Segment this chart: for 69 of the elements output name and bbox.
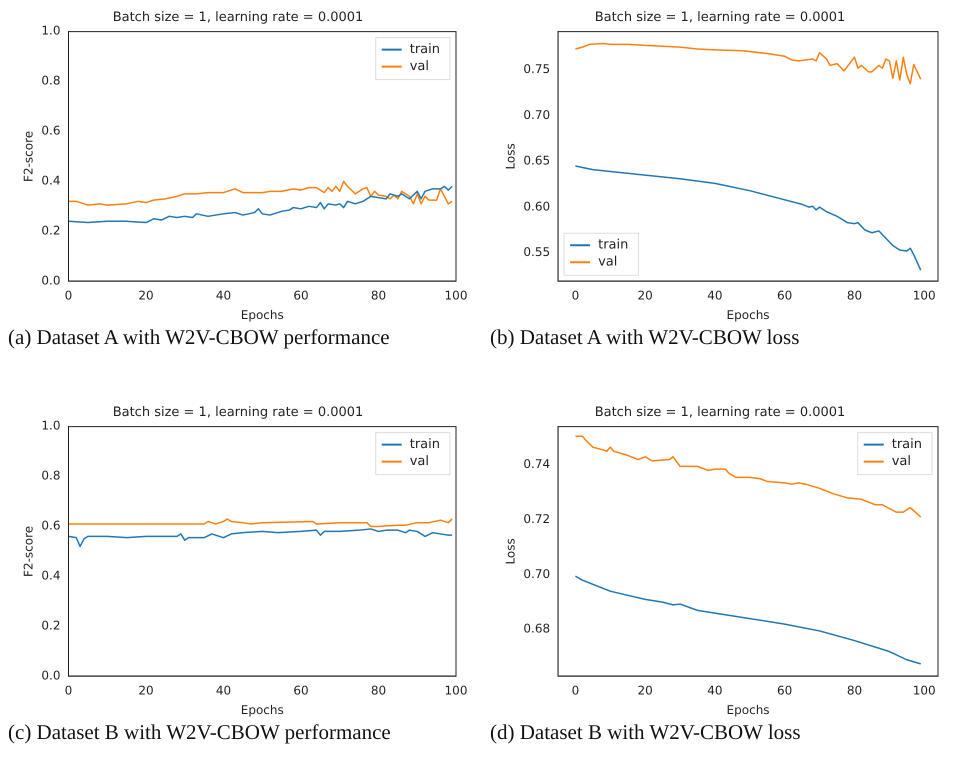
- y-tick-label: 0.4: [41, 568, 60, 582]
- legend-label: val: [598, 254, 618, 270]
- legend-label: val: [892, 454, 912, 469]
- y-tick-label: 0.70: [523, 566, 550, 581]
- y-axis-title: Loss: [503, 538, 518, 565]
- x-tick-label: 0: [572, 288, 580, 303]
- x-tick-label: 40: [216, 684, 232, 698]
- y-tick-label: 0.0: [41, 668, 60, 682]
- text: (a) Dataset A with W2V-CBOW performance: [7, 325, 391, 350]
- x-tick-label: 80: [846, 684, 862, 698]
- chart-title: Batch size = 1, learning rate = 0.0001: [112, 10, 364, 26]
- y-tick-label: 0.72: [523, 512, 550, 526]
- y-tick-label: 0.68: [523, 622, 550, 636]
- y-tick-label: 1.0: [41, 418, 60, 433]
- y-tick-label: 0.2: [41, 223, 60, 238]
- x-tick-label: 20: [638, 288, 653, 303]
- x-tick-label: 0: [64, 684, 72, 698]
- y-tick-label: 0.70: [523, 108, 550, 122]
- x-tick-label: 40: [216, 288, 232, 303]
- x-tick-label: 100: [912, 288, 936, 303]
- x-axis-title: Epochs: [726, 308, 770, 322]
- x-tick-label: 60: [777, 288, 792, 303]
- y-tick-label: 1.0: [41, 24, 60, 38]
- y-axis-title: F2-score: [21, 130, 36, 182]
- legend-label: val: [410, 454, 430, 469]
- y-axis-title: Loss: [503, 143, 518, 170]
- x-tick-label: 20: [638, 684, 653, 698]
- y-tick-label: 0.0: [41, 273, 60, 288]
- y-tick-label: 0.60: [523, 199, 550, 214]
- text: (b) Dataset A with W2V-CBOW loss: [489, 325, 800, 350]
- y-tick-label: 0.65: [523, 154, 550, 168]
- y-tick-label: 0.55: [523, 244, 550, 259]
- legend-label: train: [410, 42, 440, 57]
- x-axis-title: Epochs: [240, 702, 284, 717]
- text: (c) Dataset B with W2V-CBOW performance: [7, 720, 392, 745]
- chart-title: Batch size = 1, learning rate = 0.0001: [594, 10, 846, 26]
- y-tick-label: 0.8: [41, 468, 60, 483]
- y-tick-label: 0.4: [41, 173, 60, 188]
- legend-label: train: [892, 436, 922, 452]
- x-tick-label: 60: [777, 684, 792, 698]
- legend-label: val: [410, 58, 430, 74]
- x-tick-label: 60: [293, 288, 309, 303]
- legend-label: train: [598, 238, 628, 253]
- x-tick-label: 100: [912, 684, 936, 698]
- y-tick-label: 0.2: [41, 618, 60, 632]
- chart-title: Batch size = 1, learning rate = 0.0001: [594, 405, 846, 420]
- x-tick-label: 100: [444, 684, 468, 698]
- chart-title: Batch size = 1, learning rate = 0.0001: [112, 405, 364, 420]
- x-tick-label: 0: [64, 288, 72, 303]
- x-tick-label: 80: [370, 288, 386, 303]
- x-tick-label: 60: [293, 684, 309, 698]
- y-tick-label: 0.74: [523, 457, 550, 472]
- x-tick-label: 40: [707, 684, 723, 698]
- x-tick-label: 20: [138, 288, 154, 303]
- y-tick-label: 0.6: [41, 124, 60, 138]
- y-axis-title: F2-score: [21, 526, 36, 577]
- x-axis-title: Epochs: [240, 308, 284, 322]
- text: (d) Dataset B with W2V-CBOW loss: [489, 720, 802, 745]
- legend-label: train: [410, 436, 440, 452]
- y-tick-label: 0.75: [523, 62, 550, 76]
- x-tick-label: 80: [846, 288, 862, 303]
- y-tick-label: 0.6: [41, 518, 60, 533]
- x-tick-label: 0: [572, 684, 580, 698]
- y-tick-label: 0.8: [41, 74, 60, 88]
- x-tick-label: 20: [138, 684, 154, 698]
- x-tick-label: 100: [444, 288, 468, 303]
- x-tick-label: 80: [370, 684, 386, 698]
- x-tick-label: 40: [707, 288, 723, 303]
- x-axis-title: Epochs: [726, 702, 770, 717]
